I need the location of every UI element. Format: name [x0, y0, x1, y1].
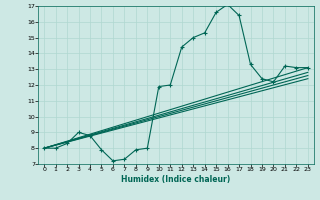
X-axis label: Humidex (Indice chaleur): Humidex (Indice chaleur): [121, 175, 231, 184]
